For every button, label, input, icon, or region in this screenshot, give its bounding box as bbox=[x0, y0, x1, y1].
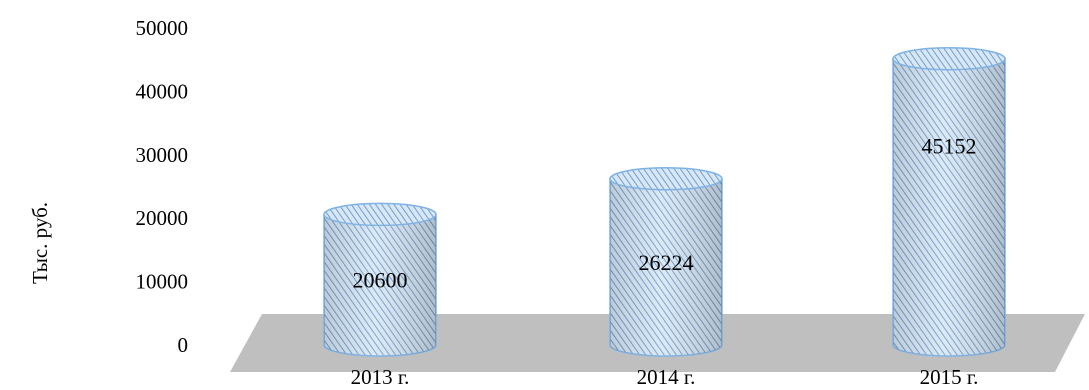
bar-shade bbox=[893, 58, 1005, 356]
y-tick-label: 40000 bbox=[136, 79, 189, 103]
y-tick-label: 10000 bbox=[136, 270, 189, 294]
bar-data-label: 26224 bbox=[639, 250, 694, 275]
bar: 45152 bbox=[892, 46, 1006, 357]
bar-data-label: 20600 bbox=[353, 268, 408, 293]
y-tick-label: 20000 bbox=[136, 206, 189, 230]
bar-data-label: 45152 bbox=[922, 134, 977, 159]
y-tick-label: 30000 bbox=[136, 143, 189, 167]
bar: 20600 bbox=[323, 202, 437, 357]
bar-top bbox=[892, 46, 1006, 71]
bar-top bbox=[323, 202, 437, 227]
y-tick-label: 50000 bbox=[136, 16, 189, 40]
x-category-label: 2014 г. bbox=[637, 365, 696, 389]
bar: 26224 bbox=[609, 166, 723, 357]
bar-top bbox=[609, 166, 723, 191]
x-category-label: 2013 г. bbox=[351, 365, 410, 389]
y-axis-ticks: 0 10000 20000 30000 40000 50000 bbox=[136, 16, 189, 357]
bar-shade bbox=[324, 214, 436, 356]
bar-series: 20600 26224 45152 bbox=[323, 46, 1006, 357]
bar-shade bbox=[610, 178, 722, 356]
x-category-label: 2015 г. bbox=[920, 365, 979, 389]
y-tick-label: 0 bbox=[178, 333, 189, 357]
y-axis-title: Тыс. руб. bbox=[28, 202, 52, 284]
x-axis-categories: 2013 г. 2014 г. 2015 г. bbox=[351, 365, 979, 389]
